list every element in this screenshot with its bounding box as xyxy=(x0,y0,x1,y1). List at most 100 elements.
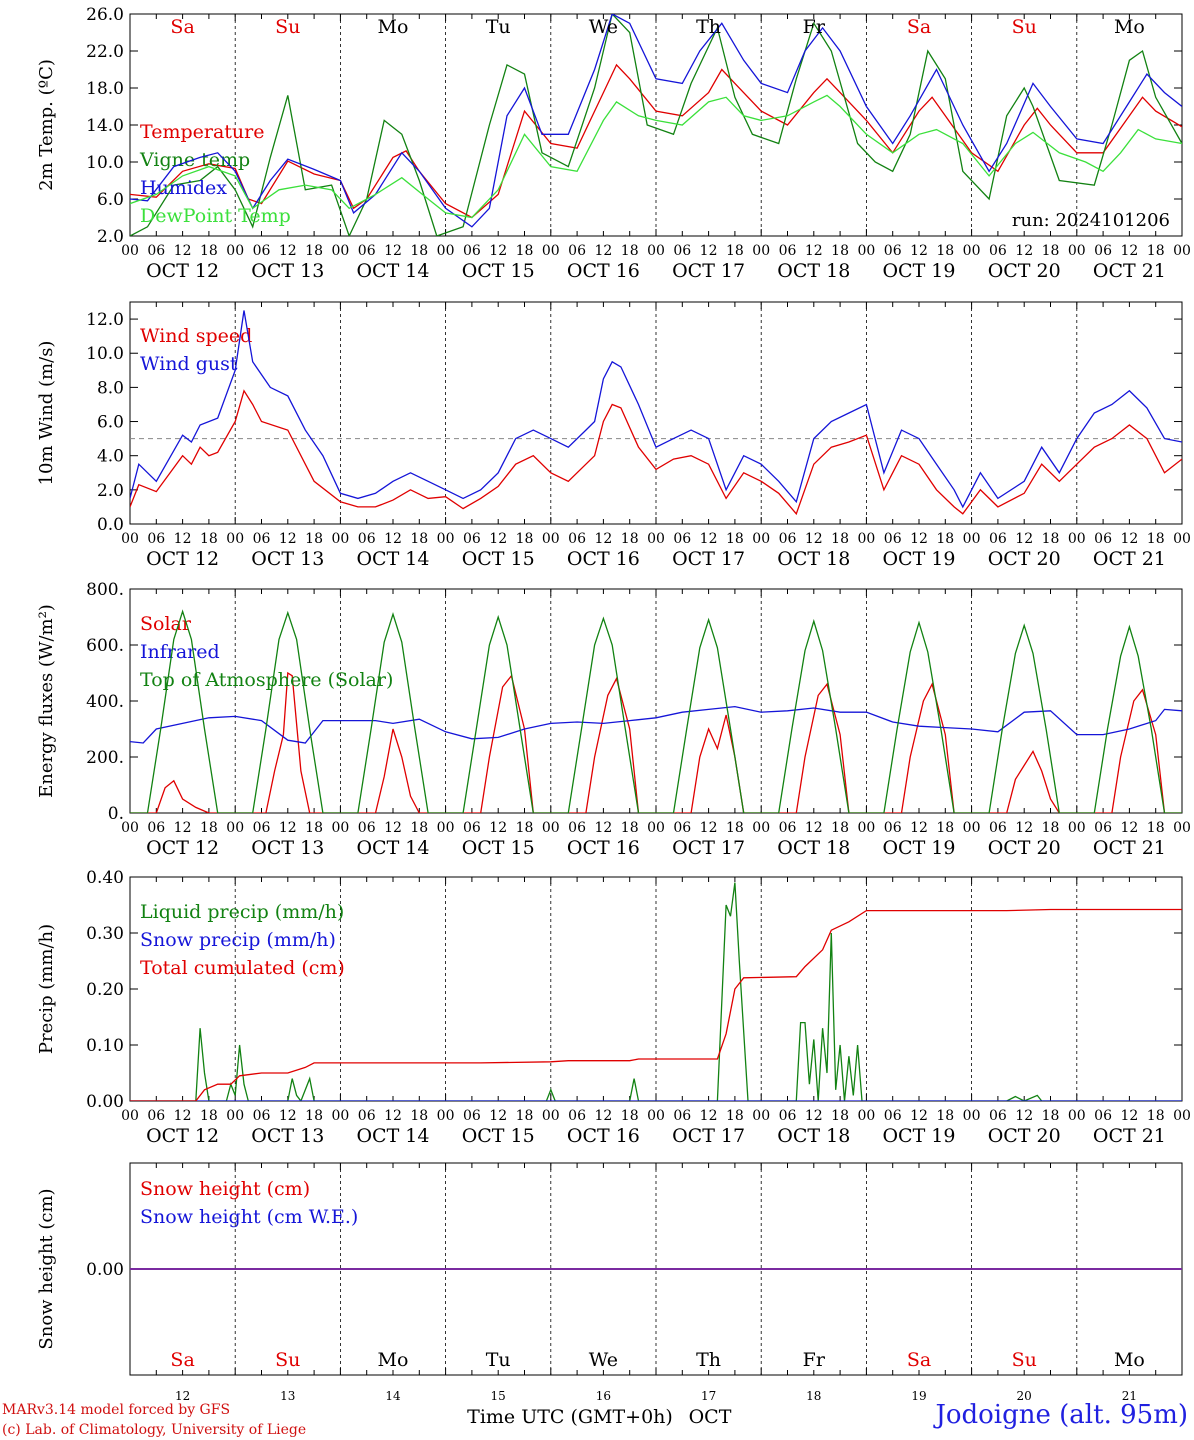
hour-label: 18 xyxy=(726,531,744,547)
date-label: OCT 16 xyxy=(567,837,640,859)
hour-label: 00 xyxy=(331,820,349,836)
legend-entry: Infrared xyxy=(140,641,220,663)
hour-label: 00 xyxy=(121,243,139,259)
date-label: OCT 14 xyxy=(356,548,429,570)
date-label: OCT 20 xyxy=(988,837,1061,859)
day-name: Sa xyxy=(170,1349,194,1371)
month-label: OCT xyxy=(689,1406,732,1428)
hour-label: 00 xyxy=(1068,243,1086,259)
date-label: OCT 21 xyxy=(1093,548,1166,570)
hour-label: 00 xyxy=(226,820,244,836)
hour-label: 00 xyxy=(121,1108,139,1124)
hour-label: 18 xyxy=(831,243,849,259)
day-name: Th xyxy=(696,16,721,38)
date-label: OCT 13 xyxy=(251,260,324,282)
hour-label: 12 xyxy=(594,1108,612,1124)
series-line xyxy=(130,94,1182,219)
day-name: Fr xyxy=(803,1349,826,1371)
hour-label: 06 xyxy=(463,820,481,836)
series-line xyxy=(130,908,1182,1101)
legend-entry: Wind gust xyxy=(140,353,238,375)
model-line: MARv3.14 model forced by GFS xyxy=(2,1402,231,1418)
hour-label: 06 xyxy=(147,820,165,836)
hour-label: 06 xyxy=(779,1108,797,1124)
y-tick-label: 6.0 xyxy=(97,413,124,433)
y-tick-label: 6.0 xyxy=(97,190,124,210)
hour-label: 00 xyxy=(752,1108,770,1124)
day-name: Su xyxy=(1012,1349,1037,1371)
hour-label: 00 xyxy=(752,243,770,259)
hour-label: 06 xyxy=(884,820,902,836)
series-line xyxy=(130,389,1182,516)
hour-label: 18 xyxy=(305,1108,323,1124)
series-line xyxy=(130,671,1182,813)
series-line xyxy=(130,609,1182,813)
y-tick-label: 800. xyxy=(86,580,124,600)
hour-label: 12 xyxy=(910,820,928,836)
hour-label: 00 xyxy=(437,820,455,836)
hour-label: 06 xyxy=(779,243,797,259)
hour-label: 00 xyxy=(647,820,665,836)
day-name: Fr xyxy=(803,16,826,38)
hour-label: 06 xyxy=(358,243,376,259)
hour-label: 12 xyxy=(910,531,928,547)
hour-label: 18 xyxy=(1042,1108,1060,1124)
hour-label: 00 xyxy=(752,531,770,547)
day-name: Sa xyxy=(170,16,194,38)
y-axis-label: Precip (mm/h) xyxy=(36,924,57,1054)
hour-label: 12 xyxy=(384,531,402,547)
hour-label: 18 xyxy=(936,1108,954,1124)
hour-label: 06 xyxy=(358,531,376,547)
hour-label: 06 xyxy=(1094,243,1112,259)
hour-label: 12 xyxy=(174,1108,192,1124)
hour-label: 00 xyxy=(1173,1108,1191,1124)
day-number: 15 xyxy=(491,1389,506,1403)
hour-label: 00 xyxy=(752,820,770,836)
day-name: Sa xyxy=(907,16,931,38)
hour-label: 00 xyxy=(1173,243,1191,259)
hour-label: 12 xyxy=(279,1108,297,1124)
hour-label: 12 xyxy=(910,1108,928,1124)
hour-label: 18 xyxy=(1147,820,1165,836)
hour-label: 18 xyxy=(936,243,954,259)
day-name: Mo xyxy=(1114,1349,1145,1371)
day-name: Mo xyxy=(378,16,409,38)
date-label: OCT 12 xyxy=(146,548,219,570)
hour-label: 12 xyxy=(1120,820,1138,836)
panel-4: 0.00 0.10 0.20 0.30 0.40 Precip (mm/h) Liquid … xyxy=(36,868,1191,1147)
hour-label: 18 xyxy=(1147,531,1165,547)
date-label: OCT 12 xyxy=(146,1125,219,1147)
date-label: OCT 13 xyxy=(251,837,324,859)
y-tick-label: 0.40 xyxy=(86,868,124,888)
date-label: OCT 15 xyxy=(462,1125,535,1147)
hour-label: 00 xyxy=(542,820,560,836)
legend-entry: Total cumulated (cm) xyxy=(140,957,345,979)
hour-label: 12 xyxy=(805,1108,823,1124)
hour-label: 06 xyxy=(989,1108,1007,1124)
hour-label: 18 xyxy=(200,1108,218,1124)
date-label: OCT 21 xyxy=(1093,260,1166,282)
y-tick-label: 14.0 xyxy=(86,116,124,136)
legend-entry: Liquid precip (mm/h) xyxy=(140,901,344,923)
legend-entry: Temperature xyxy=(140,121,264,143)
y-tick-label: 0.30 xyxy=(86,924,124,944)
day-number: 17 xyxy=(701,1389,716,1403)
y-tick-label: 200. xyxy=(86,748,124,768)
hour-label: 00 xyxy=(857,1108,875,1124)
y-tick-label: 12.0 xyxy=(86,310,124,330)
hour-label: 06 xyxy=(358,1108,376,1124)
hour-label: 12 xyxy=(489,243,507,259)
date-label: OCT 15 xyxy=(462,548,535,570)
y-tick-label: 8.0 xyxy=(97,378,124,398)
series-line xyxy=(130,310,1182,509)
hour-label: 06 xyxy=(358,820,376,836)
hour-label: 18 xyxy=(305,820,323,836)
hour-label: 06 xyxy=(673,531,691,547)
hour-label: 18 xyxy=(305,243,323,259)
hour-label: 12 xyxy=(279,820,297,836)
hour-label: 00 xyxy=(542,1108,560,1124)
hour-label: 18 xyxy=(410,820,428,836)
y-tick-label: 0.00 xyxy=(86,1260,124,1280)
hour-label: 18 xyxy=(1042,531,1060,547)
